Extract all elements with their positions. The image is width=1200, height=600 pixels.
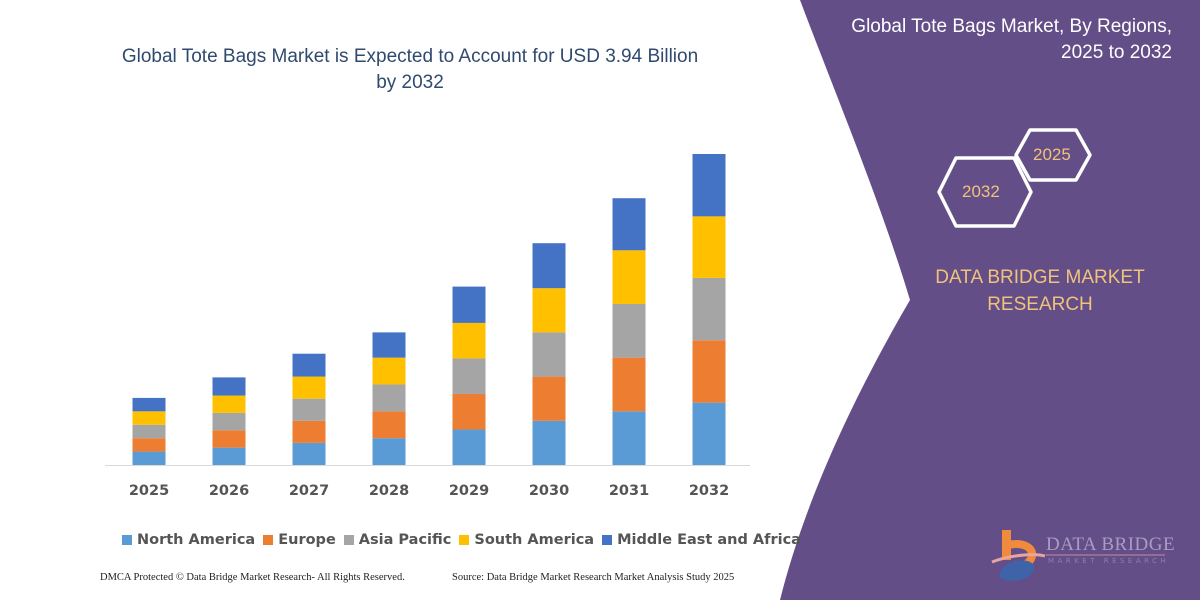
bar-segment-2027-middle-east-and-africa	[292, 353, 326, 377]
legend-label: Europe	[278, 532, 336, 548]
x-tick-label: 2027	[289, 483, 329, 499]
hexagon-2025	[1014, 128, 1092, 182]
legend-swatch	[459, 535, 470, 545]
bar-segment-2032-north-america	[692, 402, 726, 465]
bar-segment-2031-asia-pacific	[612, 303, 646, 358]
bar-segment-2027-south-america	[292, 376, 326, 399]
bar-segment-2029-middle-east-and-africa	[452, 286, 486, 323]
bar-segment-2026-middle-east-and-africa	[212, 377, 246, 396]
x-tick-label: 2031	[609, 483, 649, 499]
footer-source: Source: Data Bridge Market Research Mark…	[452, 572, 735, 583]
bar-segment-2032-europe	[692, 340, 726, 403]
legend-item: Middle East and Africa	[602, 532, 801, 548]
legend: North America Europe Asia Pacific South Ame…	[122, 532, 801, 548]
x-tick-label: 2032	[689, 483, 729, 499]
bar-segment-2028-north-america	[372, 438, 406, 465]
bar-segment-2029-north-america	[452, 429, 486, 465]
bar-segment-2028-asia-pacific	[372, 384, 406, 412]
bar-segment-2030-north-america	[532, 420, 566, 465]
legend-swatch	[343, 535, 354, 545]
footer-copyright: DMCA Protected © Data Bridge Market Rese…	[100, 572, 405, 583]
bar-segment-2028-south-america	[372, 357, 406, 385]
bar-segment-2026-north-america	[212, 447, 246, 465]
bar-segment-2032-middle-east-and-africa	[692, 154, 726, 217]
legend-label: North America	[137, 532, 256, 548]
x-tick-label: 2029	[449, 483, 489, 499]
bar-segment-2030-south-america	[532, 288, 566, 333]
bar-segment-2030-europe	[532, 376, 566, 421]
bar-segment-2027-europe	[292, 420, 326, 443]
legend-swatch	[263, 535, 274, 545]
logo-icon	[991, 530, 1046, 581]
bar-segment-2028-europe	[372, 411, 406, 439]
bar-segment-2029-south-america	[452, 322, 486, 359]
bar-segment-2030-middle-east-and-africa	[532, 243, 566, 289]
brand-line2: RESEARCH	[987, 294, 1093, 315]
x-tick-label: 2025	[129, 483, 169, 499]
side-title-line2: 2025 to 2032	[1061, 42, 1172, 63]
bar-segment-2031-north-america	[612, 411, 646, 465]
hex-label-2032: 2032	[962, 182, 1000, 201]
brand-line1: DATA BRIDGE MARKET	[935, 267, 1145, 288]
bar-segment-2026-south-america	[212, 395, 246, 413]
legend-item: Asia Pacific	[343, 532, 452, 548]
legend-label: South America	[474, 532, 595, 548]
bar-segment-2025-south-america	[132, 411, 166, 425]
x-tick-label: 2026	[209, 483, 249, 499]
bar-segment-2030-asia-pacific	[532, 332, 566, 377]
stacked-bar-chart: 2025 2026 2027 2028 2029 2030 2031 2032	[105, 154, 750, 499]
bar-segment-2025-asia-pacific	[132, 424, 166, 439]
bar-segment-2025-middle-east-and-africa	[132, 397, 166, 412]
legend-label: Asia Pacific	[358, 532, 452, 548]
legend-item: North America	[122, 532, 255, 548]
bar-segment-2031-south-america	[612, 250, 646, 304]
bar-segment-2026-asia-pacific	[212, 412, 246, 431]
legend-item: Europe	[263, 532, 336, 548]
bar-segment-2031-europe	[612, 357, 646, 412]
legend-item: South America	[459, 532, 594, 548]
bar-segment-2027-asia-pacific	[292, 398, 326, 421]
bar-segment-2031-middle-east-and-africa	[612, 198, 646, 251]
bar-segment-2026-europe	[212, 430, 246, 448]
side-panel-title: Global Tote Bags Market, By Regions, 202…	[792, 14, 1172, 66]
hexagon-2032	[937, 156, 1033, 228]
side-title-line1: Global Tote Bags Market, By Regions,	[851, 16, 1172, 37]
brand-text: DATA BRIDGE MARKET RESEARCH	[920, 264, 1160, 318]
bar-segment-2032-asia-pacific	[692, 277, 726, 341]
legend-label: Middle East and Africa	[617, 532, 801, 548]
bar-segment-2032-south-america	[692, 216, 726, 278]
bar-segment-2029-europe	[452, 393, 486, 430]
legend-swatch	[122, 535, 132, 545]
bar-segment-2029-asia-pacific	[452, 358, 486, 394]
bar-segment-2027-north-america	[292, 442, 326, 465]
logo-subtitle: MARKET RESEARCH	[1048, 557, 1170, 565]
x-tick-label: 2028	[369, 483, 409, 499]
chart-title: Global Tote Bags Market is Expected to A…	[121, 46, 699, 93]
x-tick-label: 2030	[529, 483, 569, 499]
legend-swatch	[602, 535, 613, 545]
bar-segment-2025-north-america	[132, 451, 166, 465]
bar-segment-2025-europe	[132, 438, 166, 452]
logo-wordmark: DATA BRIDGE	[1046, 534, 1176, 555]
bar-segment-2028-middle-east-and-africa	[372, 332, 406, 358]
hex-label-2025: 2025	[1033, 145, 1071, 164]
